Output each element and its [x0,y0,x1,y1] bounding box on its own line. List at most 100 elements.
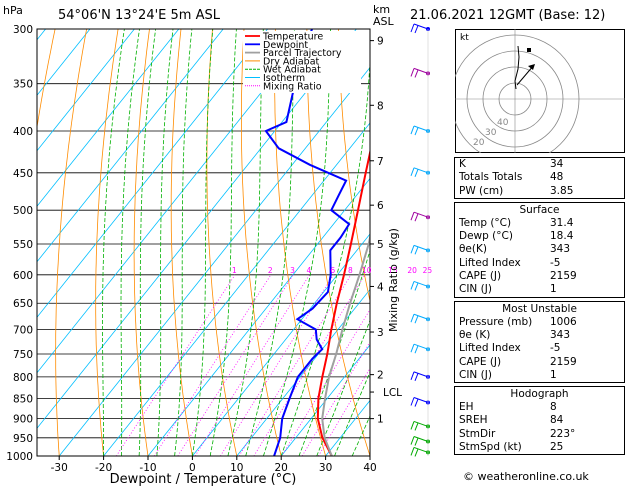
mixing-ratio-label: 8 [348,266,353,275]
pressure-tick-label: 850 [13,393,33,405]
index-label: StmDir [459,427,496,440]
temperature-tick-label: 20 [275,462,288,474]
hodograph-unit-label: kt [460,33,469,43]
index-value: 8 [550,401,557,414]
index-label: StmSpd (kt) [459,441,522,454]
wind-barb-staff [413,244,429,251]
wind-barb-flag [414,69,419,78]
index-label: CAPE (J) [459,355,502,368]
isotherm [58,66,370,456]
temperature-tick-label: 0 [189,462,196,474]
index-row: SREH 84 [455,414,624,427]
mixing-ratio-line [238,274,352,456]
index-label: Dewp (°C) [459,230,513,243]
mixing-ratio-line [153,274,272,456]
pressure-tick-label: 600 [13,270,33,282]
index-value: 18.4 [550,230,574,243]
wind-barb-staff [413,125,429,132]
wind-barb-flag [414,213,419,222]
pressure-tick-label: 550 [13,239,33,251]
pressure-tick-label: 700 [13,325,33,337]
dry-adiabat [55,29,87,456]
wind-barb-flag [414,282,419,291]
wind-barb-flag [410,281,415,290]
index-row: θe (K) 343 [455,329,624,342]
x-axis-label: Dewpoint / Temperature (°C) [110,472,297,486]
surface-title: Surface [519,203,560,216]
index-label: Totals Totals [459,171,523,184]
isotherm [37,29,224,263]
series-parcel-trajectory [321,232,370,456]
wind-barb-flag [410,167,415,176]
pressure-tick-label: 350 [13,79,33,91]
dry-adiabat [240,29,282,456]
index-value: 223° [550,427,576,440]
height-tick-label: 8 [377,100,384,112]
dry-adiabat [338,29,370,303]
temperature-tick-label: -30 [51,462,68,474]
wind-barb-staff [413,23,429,30]
index-value: -5 [550,256,561,269]
wind-barb-staff [413,436,429,442]
isotherm [37,29,180,207]
index-label: Temp (°C) [459,216,512,229]
mixing-ratio-line [177,274,294,456]
legend-entry: Temperature [262,32,323,43]
index-value: 343 [550,243,571,256]
isotherm [37,29,357,429]
mixing-ratio-line [220,274,334,456]
wind-barb-flag [414,373,419,382]
indices-panel: K 34 Totals Totals 48 PW (cm) 3.85 Surface Te… [454,154,625,456]
wind-barb-flag [414,169,419,177]
index-label: CIN (J) [459,368,492,381]
index-value: 1 [550,283,557,296]
index-row: K 34 [455,158,624,171]
index-row: PW (cm) 3.85 [455,185,624,198]
wet-adiabat [174,29,193,456]
index-row: Dewp (°C) 18.4 [455,230,624,243]
index-value: 34 [550,158,564,170]
hodograph-trace [514,45,520,90]
pressure-tick-label: 400 [13,126,33,138]
wind-barb-flag [414,398,419,407]
wind-barb-flag [410,125,415,135]
wet-adiabat [120,29,140,456]
pressure-tick-label: 800 [13,372,33,384]
wind-barb-flag [410,436,415,445]
legend-entry: Parcel Trajectory [263,48,342,59]
index-row: Temp (°C) 31.4 [455,217,624,230]
index-label: Lifted Index [459,342,521,355]
index-value: 1006 [550,315,577,328]
wet-adiabat [102,29,125,456]
height-tick-label: 9 [377,36,384,48]
wet-adiabat [280,55,370,456]
index-row: Totals Totals 48 [455,171,624,184]
height-tick-label: 3 [377,327,384,339]
height-tick-label: 7 [377,156,384,168]
wind-barb-flag [414,437,419,446]
index-row: EH 8 [455,401,624,414]
legend-entry: Dry Adiabat [263,56,320,67]
legend-entry: Wet Adiabat [263,65,321,76]
isotherm [37,29,135,152]
wind-barb-staff [413,343,429,350]
pressure-tick-label: 950 [13,433,33,445]
mixing-ratio-label: 3 [290,266,295,275]
wind-barb-staff [413,67,429,74]
index-row: StmSpd (kt) 25 [455,441,624,454]
index-value: 25 [550,441,564,454]
dry-adiabat [170,29,193,456]
mixing-ratio-label: 10 [362,266,372,275]
isotherm [236,288,370,456]
hodograph-ring-label: 30 [485,128,497,138]
index-value: 343 [550,328,571,341]
mixing-ratio-label: 6 [330,266,335,275]
index-value: 48 [550,171,564,184]
index-value: 31.4 [550,216,574,229]
hodograph-ring-label: 40 [497,118,509,128]
wind-barb-flag [414,422,419,431]
wet-adiabat [156,29,174,456]
wind-barb-flag [410,23,415,33]
index-label: CIN (J) [459,283,492,296]
